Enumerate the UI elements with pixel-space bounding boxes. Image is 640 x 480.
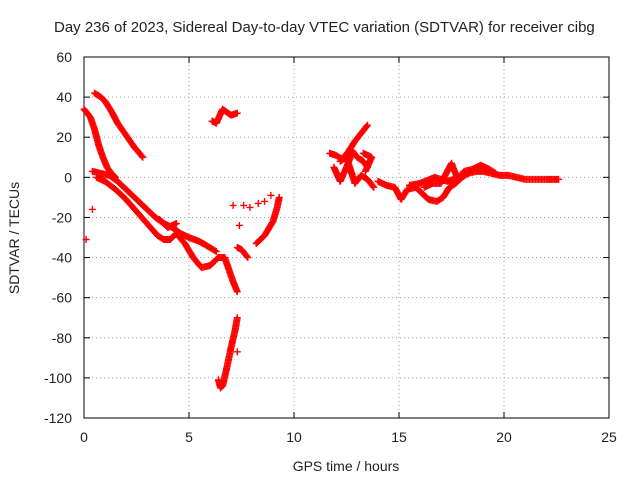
data-point <box>235 221 243 229</box>
data-point <box>212 248 220 256</box>
series-arc-e <box>156 215 180 231</box>
series-arc-l <box>336 153 378 191</box>
data-point <box>88 205 96 213</box>
data-point <box>275 193 283 201</box>
data-point <box>364 121 371 129</box>
x-tick-label: 20 <box>496 429 512 445</box>
data-point <box>229 201 237 209</box>
series-arc-d <box>93 173 241 296</box>
data-point <box>370 183 378 191</box>
data-points <box>80 89 563 392</box>
data-point <box>244 254 252 262</box>
series-arc-a <box>91 89 147 161</box>
x-axis-ticks: 0 5 10 15 20 25 <box>80 57 617 445</box>
data-point <box>211 247 219 255</box>
data-point <box>261 197 269 205</box>
series-arc-i <box>252 193 283 248</box>
y-tick-label: -20 <box>52 209 72 225</box>
y-tick-label: 40 <box>56 89 72 105</box>
y-tick-label: 60 <box>56 49 72 65</box>
series-arc-f <box>214 314 241 392</box>
x-axis-label: GPS time / hours <box>293 458 400 474</box>
series-isolated <box>82 191 275 356</box>
data-point <box>233 348 241 356</box>
data-point <box>490 169 498 177</box>
data-point <box>82 236 90 244</box>
chart-title: Day 236 of 2023, Sidereal Day-to-day VTE… <box>54 19 595 36</box>
data-point <box>555 175 563 183</box>
data-point <box>254 199 262 207</box>
x-tick-label: 25 <box>601 429 617 445</box>
data-point <box>172 219 180 227</box>
series-arc-o <box>420 159 500 191</box>
data-point <box>243 252 251 260</box>
data-point <box>267 191 275 199</box>
y-tick-label: 20 <box>56 129 72 145</box>
data-point <box>233 288 241 296</box>
data-point <box>233 314 241 322</box>
data-point <box>246 203 254 211</box>
y-axis-ticks: 60 40 20 0 -20 -40 -60 -80 -100 -120 <box>44 49 609 426</box>
y-tick-label: -60 <box>52 290 72 306</box>
data-point <box>369 182 377 190</box>
data-point <box>139 153 147 161</box>
data-point <box>240 201 248 209</box>
series-arc-g <box>208 105 241 127</box>
x-tick-label: 0 <box>80 429 88 445</box>
y-axis-label: SDTVAR / TECUs <box>6 182 22 294</box>
data-point <box>233 109 241 117</box>
data-point <box>492 169 500 177</box>
data-point <box>138 152 146 160</box>
plot-frame <box>83 56 610 419</box>
y-tick-label: -120 <box>44 410 72 426</box>
data-point <box>363 122 371 130</box>
data-point <box>450 175 458 183</box>
series-arc-m <box>359 149 376 175</box>
x-tick-label: 15 <box>391 429 407 445</box>
x-tick-label: 5 <box>185 429 193 445</box>
series-arc-h <box>233 244 252 262</box>
data-point <box>361 167 369 175</box>
y-tick-label: -40 <box>52 250 72 266</box>
y-tick-label: 0 <box>64 169 72 185</box>
series-arc-p <box>406 173 458 189</box>
y-tick-label: -80 <box>52 330 72 346</box>
y-tick-label: -100 <box>44 370 72 386</box>
x-tick-label: 10 <box>286 429 302 445</box>
